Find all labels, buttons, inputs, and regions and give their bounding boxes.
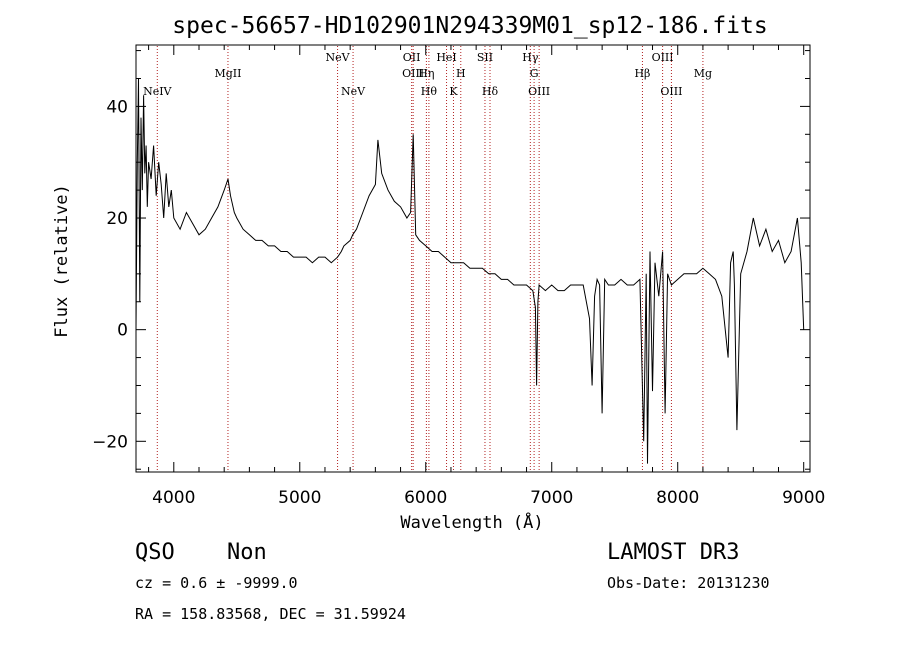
line-label-18: OIII — [660, 85, 682, 98]
line-label-13: Hγ — [522, 51, 539, 64]
y-tick-label-2: 20 — [106, 209, 128, 229]
x-tick-label-1: 5000 — [278, 488, 321, 508]
line-label-2: NeV — [326, 51, 351, 64]
spectrum-layer — [135, 78, 805, 464]
x-tick-label-5: 9000 — [782, 488, 825, 508]
line-label-1: MgII — [214, 67, 241, 80]
chart-title: spec-56657-HD102901N294339M01_sp12-186.f… — [172, 13, 767, 39]
x-tick-label-0: 4000 — [152, 488, 195, 508]
line-label-6: Hη — [418, 67, 434, 80]
line-label-19: Mg — [694, 67, 712, 80]
object-class: QSO — [135, 540, 175, 565]
line-label-12: Hδ — [482, 85, 499, 98]
x-axis-ticks: 4000 5000 6000 7000 8000 9000 — [148, 45, 825, 508]
line-label-9: K — [449, 85, 458, 98]
line-label-3: NeV — [341, 85, 366, 98]
line-label-10: H — [456, 67, 466, 80]
object-subclass: Non — [227, 540, 267, 565]
line-label-0: NeIV — [143, 85, 172, 98]
redshift-info: cz = 0.6 ± -9999.0 — [135, 574, 298, 592]
emission-line-markers: NeIVMgIINeVNeVOIIOIIIHηHθHeIKHSIIHδHγGOI… — [143, 46, 712, 471]
survey-name: LAMOST DR3 — [607, 540, 739, 565]
y-tick-label-0: −20 — [92, 432, 128, 452]
spectrum-line-0 — [135, 78, 805, 464]
x-axis-label: Wavelength (Å) — [400, 511, 543, 533]
plot-frame — [135, 44, 811, 473]
line-label-8: HeI — [436, 51, 456, 64]
line-label-14: G — [530, 67, 539, 80]
x-tick-label-4: 8000 — [656, 488, 699, 508]
y-tick-label-1: 0 — [117, 321, 128, 341]
y-axis-ticks: −20 0 20 40 — [92, 50, 810, 470]
coordinates-info: RA = 158.83568, DEC = 31.59924 — [135, 605, 406, 623]
line-label-17: OIII — [652, 51, 674, 64]
x-tick-label-3: 7000 — [530, 488, 573, 508]
line-label-5: OIII — [402, 67, 424, 80]
line-label-4: OII — [403, 51, 421, 64]
observation-date: Obs-Date: 20131230 — [607, 574, 770, 592]
y-axis-label: Flux (relative) — [52, 184, 72, 338]
y-tick-label-3: 40 — [106, 97, 128, 117]
line-label-7: Hθ — [421, 85, 438, 98]
line-label-16: Hβ — [634, 67, 650, 80]
line-label-11: SII — [477, 51, 493, 64]
x-tick-label-2: 6000 — [404, 488, 447, 508]
line-label-15: OIII — [528, 85, 550, 98]
